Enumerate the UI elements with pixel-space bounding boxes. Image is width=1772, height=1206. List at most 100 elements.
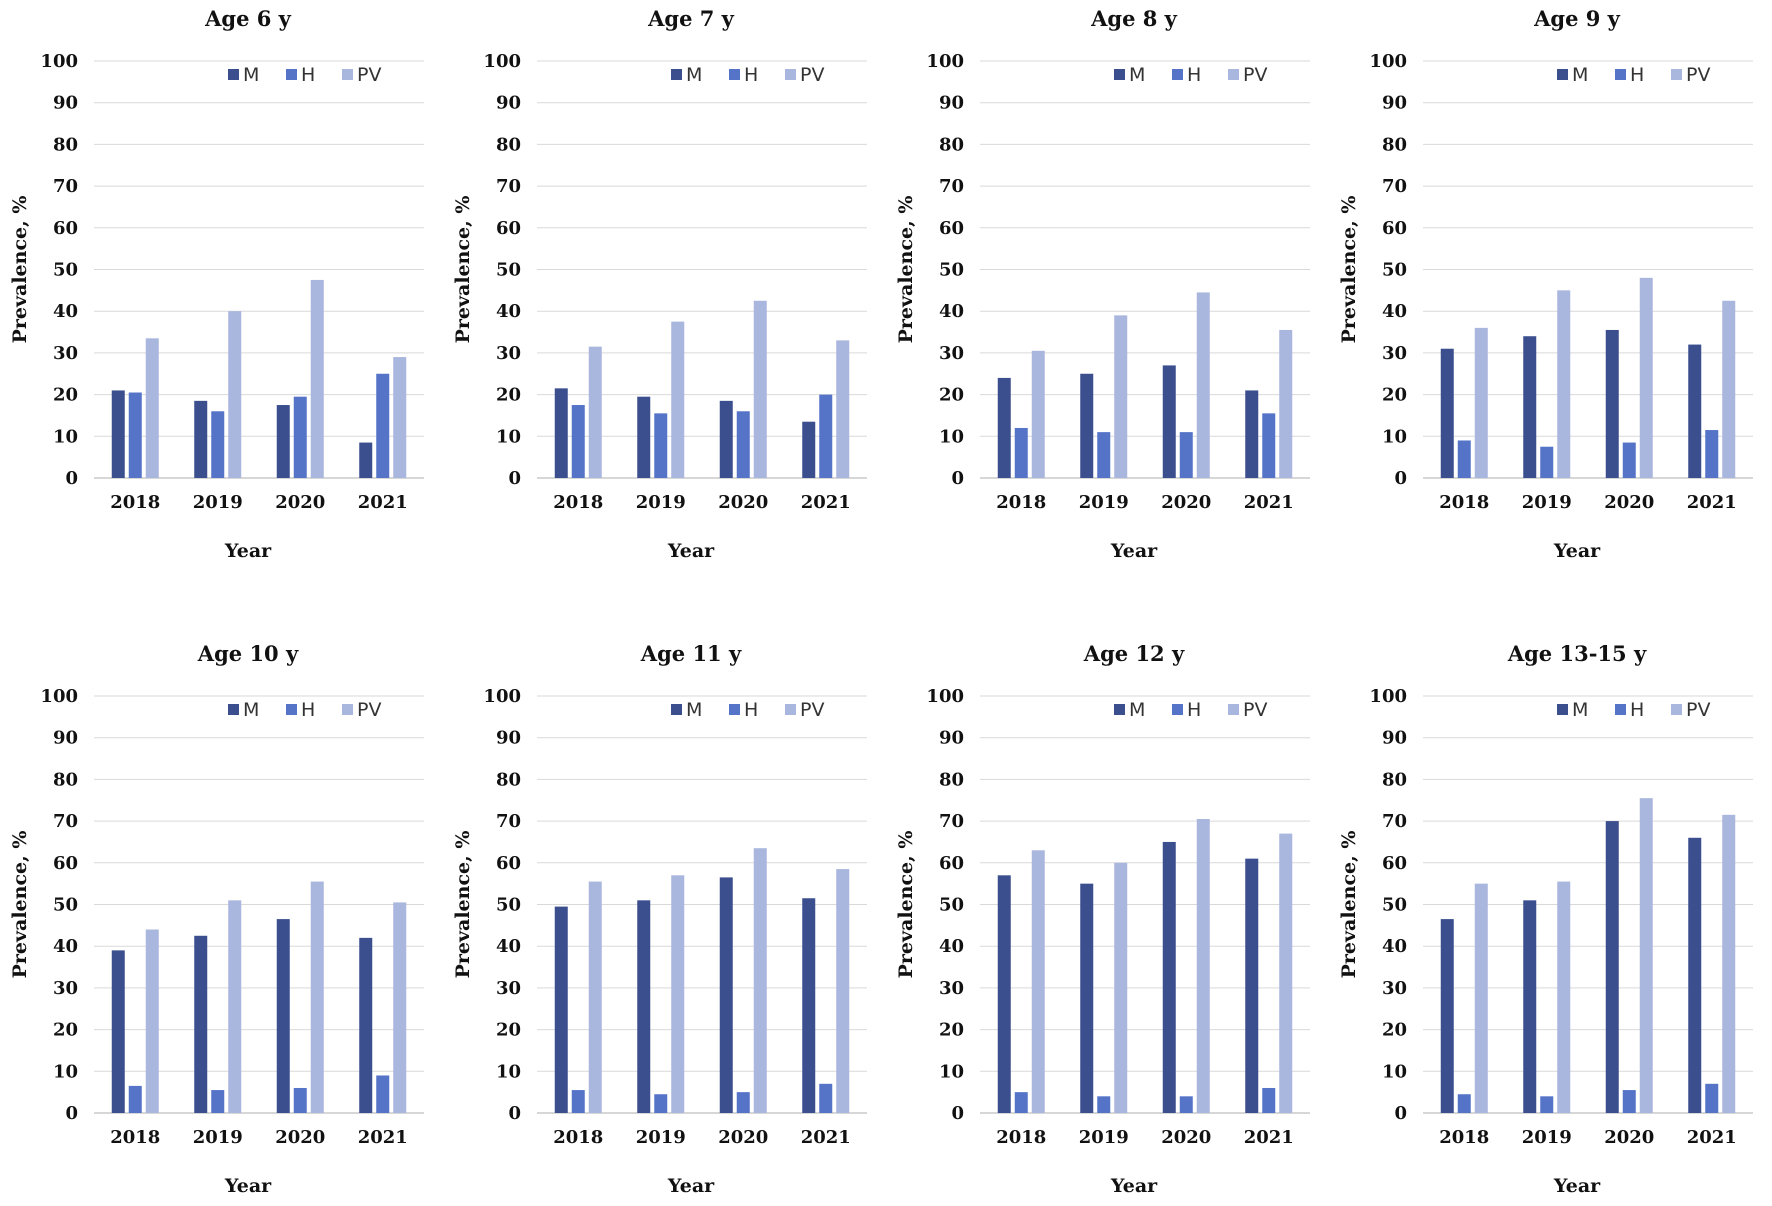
y-axis-label: Prevalence, % xyxy=(1338,196,1360,344)
y-axis-label: Prevalence, % xyxy=(9,831,31,979)
bar-m-2018 xyxy=(1440,919,1454,1113)
chart-panel: Age 12 y 0 10 20 30 40 50 60 70 80 90 100 2018 2019 20… xyxy=(895,641,1310,1197)
y-tick-label: 30 xyxy=(1382,978,1407,999)
y-tick-label: 40 xyxy=(1382,936,1407,957)
bar-h-2018 xyxy=(1014,1092,1028,1113)
y-tick-label: 100 xyxy=(483,686,521,707)
x-tick-label: 2019 xyxy=(636,1127,686,1148)
legend-label: H xyxy=(1187,699,1201,721)
bar-m-2019 xyxy=(1080,883,1094,1113)
bar-pv-2020 xyxy=(310,279,324,478)
x-tick-label: 2018 xyxy=(996,492,1046,513)
bar-h-2020 xyxy=(1179,1096,1193,1113)
bar-m-2021 xyxy=(359,937,373,1113)
x-tick-label: 2020 xyxy=(1604,1127,1654,1148)
bar-m-2020 xyxy=(276,405,290,478)
x-tick-label: 2021 xyxy=(801,1127,851,1148)
x-tick-label: 2020 xyxy=(1604,492,1654,513)
y-tick-label: 50 xyxy=(53,260,78,281)
bar-h-2020 xyxy=(1622,1090,1636,1113)
chart-panel: Age 10 y 0 10 20 30 40 50 60 70 80 90 100 2018 2019 20… xyxy=(9,641,424,1197)
legend-label: M xyxy=(243,64,259,86)
y-tick-label: 60 xyxy=(1382,218,1407,239)
chart-panel: Age 13-15 y 0 10 20 30 40 50 60 70 80 90 100 2018 201… xyxy=(1338,641,1753,1197)
bar-m-2021 xyxy=(1688,837,1702,1113)
legend: M H PV xyxy=(1114,64,1267,86)
bar-pv-2018 xyxy=(145,338,159,478)
bar-h-2021 xyxy=(819,1083,833,1113)
chart-title: Age 9 y xyxy=(1533,6,1621,31)
bar-pv-2019 xyxy=(671,321,685,478)
bar-h-2019 xyxy=(1097,432,1111,478)
bar-m-2020 xyxy=(1162,365,1176,478)
bar-h-2018 xyxy=(1457,440,1471,478)
legend: M H PV xyxy=(1557,64,1710,86)
y-tick-label: 40 xyxy=(939,301,964,322)
y-tick-label: 80 xyxy=(496,769,521,790)
bar-h-2019 xyxy=(1540,1096,1554,1113)
y-tick-label: 30 xyxy=(939,978,964,999)
x-tick-label: 2018 xyxy=(553,1127,603,1148)
bar-pv-2021 xyxy=(1722,814,1736,1113)
bar-m-2018 xyxy=(997,377,1011,478)
chart-title: Age 12 y xyxy=(1083,641,1185,666)
legend-swatch-m xyxy=(1114,69,1125,80)
y-tick-label: 20 xyxy=(496,1020,521,1041)
x-tick-label: 2020 xyxy=(718,492,768,513)
y-axis-label: Prevalence, % xyxy=(452,196,474,344)
chart-title: Age 7 y xyxy=(647,6,735,31)
bar-pv-2019 xyxy=(228,900,242,1113)
x-tick-label: 2019 xyxy=(193,492,243,513)
legend-swatch-pv xyxy=(1228,704,1239,715)
x-tick-label: 2021 xyxy=(358,492,408,513)
y-tick-label: 50 xyxy=(496,260,521,281)
y-tick-label: 30 xyxy=(53,343,78,364)
legend: M H PV xyxy=(671,699,824,721)
x-tick-label: 2021 xyxy=(1244,492,1294,513)
x-axis-label: Year xyxy=(1553,1175,1601,1197)
bar-h-2021 xyxy=(1705,1083,1719,1113)
bar-pv-2019 xyxy=(1557,881,1571,1113)
x-axis-label: Year xyxy=(224,540,272,562)
x-tick-label: 2020 xyxy=(1161,492,1211,513)
y-tick-label: 10 xyxy=(496,426,521,447)
y-tick-label: 10 xyxy=(939,1061,964,1082)
bar-pv-2021 xyxy=(1279,833,1293,1113)
y-tick-label: 90 xyxy=(939,93,964,114)
x-tick-label: 2019 xyxy=(1522,1127,1572,1148)
bar-m-2019 xyxy=(194,400,208,478)
bar-pv-2020 xyxy=(753,848,767,1113)
bar-h-2018 xyxy=(1014,427,1028,478)
y-tick-label: 60 xyxy=(1382,853,1407,874)
bar-pv-2019 xyxy=(1114,315,1128,478)
bar-m-2020 xyxy=(1605,329,1619,478)
legend-label: H xyxy=(1187,64,1201,86)
bar-m-2021 xyxy=(1245,858,1259,1113)
bar-h-2019 xyxy=(654,1094,668,1113)
chart-title: Age 13-15 y xyxy=(1507,641,1647,666)
y-tick-label: 100 xyxy=(40,51,78,72)
y-tick-label: 70 xyxy=(1382,176,1407,197)
x-tick-label: 2018 xyxy=(1439,492,1489,513)
x-tick-label: 2020 xyxy=(275,1127,325,1148)
bar-pv-2019 xyxy=(228,311,242,478)
legend-swatch-h xyxy=(286,69,297,80)
legend-swatch-m xyxy=(228,704,239,715)
bar-h-2020 xyxy=(293,1087,307,1113)
bar-pv-2021 xyxy=(1279,329,1293,478)
bar-pv-2019 xyxy=(1557,290,1571,478)
chart-panel: Age 11 y 0 10 20 30 40 50 60 70 80 90 100 2018 2019 20… xyxy=(452,641,867,1197)
x-tick-label: 2018 xyxy=(110,1127,160,1148)
y-tick-label: 0 xyxy=(951,468,964,489)
bar-h-2018 xyxy=(128,1085,142,1113)
x-tick-label: 2021 xyxy=(1687,1127,1737,1148)
legend-swatch-m xyxy=(1557,69,1568,80)
bar-m-2020 xyxy=(1605,821,1619,1113)
legend: M H PV xyxy=(228,64,381,86)
chart-panel: Age 8 y 0 10 20 30 40 50 60 70 80 90 100 2018 2019 202… xyxy=(895,6,1310,562)
bar-h-2021 xyxy=(1262,413,1276,478)
y-tick-label: 50 xyxy=(53,895,78,916)
bar-pv-2018 xyxy=(1474,327,1488,478)
y-tick-label: 30 xyxy=(53,978,78,999)
